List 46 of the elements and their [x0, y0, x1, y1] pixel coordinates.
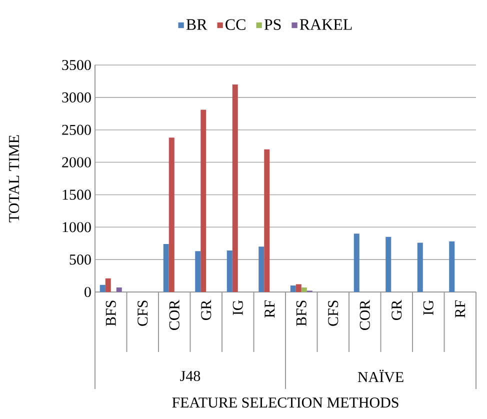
bar: [264, 149, 270, 292]
x-tick-label: BFS: [296, 300, 306, 326]
bar: [195, 251, 201, 292]
x-tick-label: IG: [232, 300, 243, 316]
legend-label: BR: [186, 19, 208, 30]
bar: [417, 242, 423, 292]
bar: [354, 234, 360, 292]
bar: [116, 287, 122, 292]
text: J48: [180, 370, 200, 382]
bar: [163, 244, 169, 292]
x-tick-label: GR: [201, 300, 212, 320]
y-tick-label: 2000: [62, 157, 91, 168]
x-tick-label: RF: [264, 300, 275, 318]
y-tick-label: 1500: [62, 190, 91, 200]
bar: [290, 286, 296, 292]
bar: [258, 246, 264, 292]
x-tick-label: IG: [423, 300, 434, 316]
x-axis-title: FEATURE SELECTION METHODS: [172, 398, 398, 408]
bar: [100, 284, 106, 292]
y-tick-label: 2500: [62, 124, 91, 135]
bar: [232, 84, 238, 292]
legend-label: RAKEL: [300, 19, 352, 30]
text: NAÏVE: [358, 370, 404, 382]
y-tick-label: 3500: [62, 60, 91, 70]
x-tick-label: RF: [455, 300, 466, 318]
y-axis-title: TOTAL TIME: [9, 135, 20, 222]
legend-label: PS: [264, 19, 281, 30]
y-tick-label: 1000: [62, 222, 91, 232]
bar: [449, 241, 455, 292]
y-tick-label: 3000: [62, 92, 91, 102]
y-tick-label: 500: [70, 254, 91, 265]
x-tick-label: CFS: [328, 300, 338, 326]
x-tick-label: GR: [392, 300, 402, 320]
x-tick-label: CFS: [138, 300, 148, 326]
x-tick-label: COR: [360, 300, 370, 330]
bar: [301, 287, 307, 292]
bar: [105, 278, 111, 292]
y-tick-label: 0: [84, 286, 91, 298]
bar: [296, 284, 302, 292]
bar: [200, 110, 206, 292]
x-tick-label: BFS: [106, 300, 116, 326]
bar: [386, 236, 392, 292]
x-tick-label: COR: [169, 300, 180, 330]
bar: [168, 138, 174, 292]
bar: [226, 250, 232, 292]
legend-label: CC: [226, 19, 246, 30]
